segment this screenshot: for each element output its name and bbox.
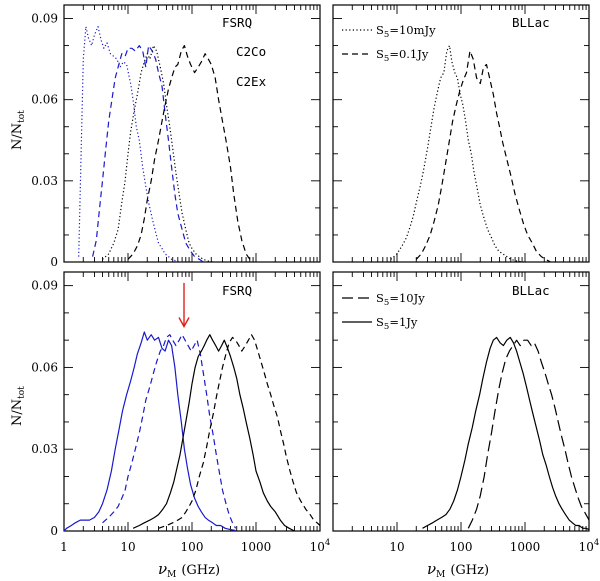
bottom_left-ytick-label: 0.06 (31, 360, 58, 374)
bottom_right-xtick-label: 1000 (510, 540, 541, 554)
top_left-series-blue-dashed (92, 45, 204, 263)
x-axis-label-left: νM (GHz) (158, 560, 220, 580)
panel-bottom-right-frame (332, 271, 590, 532)
bottom_right-series-solid (422, 336, 590, 531)
top_left-ytick-label: 0.09 (31, 12, 58, 26)
panel-label-bottom-left: FSRQ (222, 283, 252, 298)
red-arrow-head (178, 317, 190, 328)
legend-label-1jy: S5=1Jy (376, 315, 418, 332)
legend-label-01jy: S5=0.1Jy (376, 47, 429, 64)
panel-label-top-left: FSRQ (222, 15, 252, 30)
legend-label-10jy: S5=10Jy (376, 291, 425, 308)
panel-bottom-left-frame (63, 271, 321, 532)
bottom_right-xtick-label: 100 (450, 540, 473, 554)
panel-label-top-right: BLLac (512, 15, 550, 30)
legend-c2co-label: C2Co (236, 44, 266, 59)
legend-label-10mjy: S5=10mJy (376, 23, 436, 40)
bottom_left-ytick-label: 0.03 (31, 442, 58, 456)
bottom_left-ytick-label: 0.09 (31, 279, 58, 293)
bottom_left-xtick-label: 1000 (241, 540, 272, 554)
top_right-series-dotted (390, 45, 524, 263)
bottom_left-ytick-label: 0 (50, 524, 58, 538)
chart-marks: 0 0.03 0.06 0.09 0 0.03 0.06 0.09 1 10 100 1000 104 1… (31, 5, 599, 554)
y-axis-label-top: N/Ntot (10, 110, 27, 150)
panel-top-right-frame (332, 4, 590, 263)
bottom_left-series-black-solid (132, 334, 295, 532)
top_left-ytick-label: 0.03 (31, 174, 58, 188)
bottom_left-xtick-label: 1 (60, 540, 68, 554)
bottom_left-xtick-label: 100 (181, 540, 204, 554)
bottom_left-series-black-dashed (158, 334, 321, 529)
x-axis-label-right: νM (GHz) (427, 560, 489, 580)
bottom_left-xtick-label: 104 (310, 538, 331, 554)
panel-label-bottom-right: BLLac (512, 283, 550, 298)
panel-top-left-frame (63, 4, 321, 263)
bottom_left-series-blue-dashed (102, 334, 237, 529)
top_left-series-black-dashed (127, 45, 251, 260)
legend-c2ex-label: C2Ex (236, 74, 267, 89)
top_right-series-dashed (415, 50, 551, 263)
bottom_right-xtick-label: 10 (389, 540, 404, 554)
bottom_right-series-long-dashed (467, 339, 590, 529)
bottom_left-xtick-label: 10 (120, 540, 135, 554)
y-axis-label-bottom: N/Ntot (10, 386, 27, 426)
bottom_left-series-blue-solid (63, 331, 236, 532)
top_left-series-blue-dotted (78, 26, 183, 263)
top_left-series-black-dotted (102, 45, 214, 263)
top_left-ytick-label: 0.06 (31, 93, 58, 107)
top_left-ytick-label: 0 (50, 255, 58, 269)
bottom_right-xtick-label: 104 (579, 538, 600, 554)
